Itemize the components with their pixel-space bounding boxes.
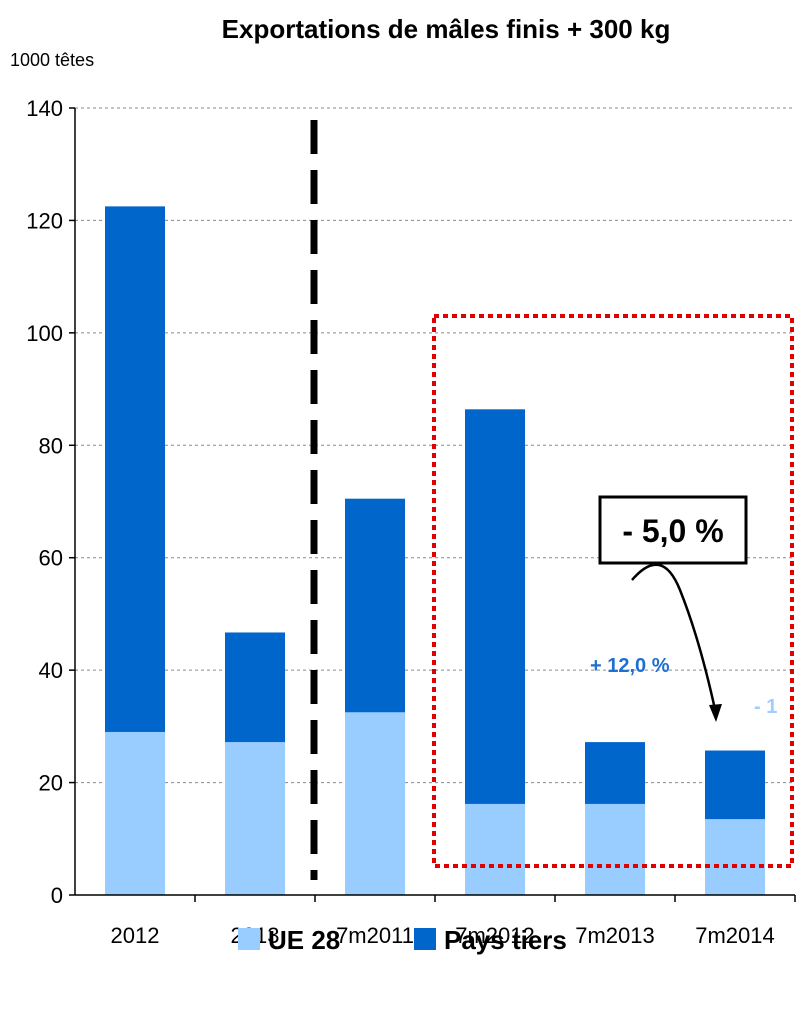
bar-pays-tiers [705, 750, 765, 820]
y-tick-label: 40 [39, 658, 63, 683]
x-tick-label: 2012 [111, 923, 160, 948]
x-tick-label: 7m2014 [695, 923, 775, 948]
annotation-arrow [631, 563, 718, 715]
annotation-total-change: - 5,0 % [622, 513, 723, 549]
annotation-arrowhead [709, 704, 722, 722]
y-axis: 0 20 40 60 80 100 120 140 [26, 96, 76, 908]
legend-label-pays-tiers: Pays tiers [444, 925, 567, 955]
gridlines [75, 107, 795, 784]
bar-ue28 [465, 803, 525, 895]
x-tick-label: 7m2013 [575, 923, 655, 948]
y-tick-label: 60 [39, 546, 63, 571]
annotation-ue-change: - 1 [754, 696, 777, 718]
y-tick-label: 0 [51, 883, 63, 908]
legend-swatch-ue28 [238, 928, 260, 950]
bar-pays-tiers [225, 632, 285, 743]
bar-ue28 [705, 819, 765, 895]
legend-swatch-pays-tiers [414, 928, 436, 950]
annotation-pays-tiers-change: + 12,0 % [590, 655, 670, 677]
bar-ue28 [585, 803, 645, 895]
x-tick-label: 7m2012 [455, 923, 535, 948]
y-tick-label: 20 [39, 771, 63, 796]
x-axis: 201220137m20117m20127m20137m2014 [75, 894, 796, 948]
bar-pays-tiers [585, 742, 645, 804]
y-tick-label: 100 [26, 321, 63, 346]
y-tick-label: 140 [26, 96, 63, 121]
bar-pays-tiers [105, 206, 165, 732]
bar-ue28 [105, 731, 165, 895]
y-tick-label: 80 [39, 433, 63, 458]
x-tick-label: 7m2011 [336, 923, 414, 948]
bar-pays-tiers [465, 409, 525, 804]
bar-ue28 [345, 712, 405, 895]
bars [105, 206, 765, 895]
chart-title: Exportations de mâles finis + 300 kg [222, 14, 671, 44]
legend-label-ue28: UE 28 [268, 925, 340, 955]
y-tick-label: 120 [26, 208, 63, 233]
y-axis-unit-label: 1000 têtes [10, 50, 94, 70]
bar-pays-tiers [345, 498, 405, 713]
highlight-frame [432, 314, 794, 868]
bar-ue28 [225, 742, 285, 895]
legend: UE 28 Pays tiers [238, 925, 567, 955]
annotation-box [598, 495, 748, 565]
